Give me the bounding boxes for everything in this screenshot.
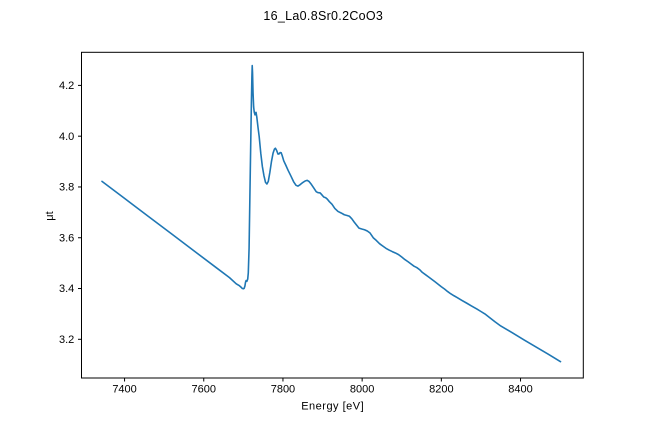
svg-text:3.6: 3.6 bbox=[59, 232, 74, 244]
svg-text:7800: 7800 bbox=[271, 383, 295, 395]
svg-text:Energy [eV]: Energy [eV] bbox=[301, 400, 364, 412]
svg-text:4.0: 4.0 bbox=[59, 131, 74, 143]
svg-text:3.8: 3.8 bbox=[59, 182, 74, 194]
svg-text:7400: 7400 bbox=[112, 383, 136, 395]
svg-text:8200: 8200 bbox=[429, 383, 453, 395]
svg-text:3.2: 3.2 bbox=[59, 334, 74, 346]
svg-text:3.4: 3.4 bbox=[59, 283, 74, 295]
svg-text:8400: 8400 bbox=[508, 383, 532, 395]
svg-text:7600: 7600 bbox=[192, 383, 216, 395]
svg-text:8000: 8000 bbox=[350, 383, 374, 395]
svg-text:4.2: 4.2 bbox=[59, 80, 74, 92]
svg-text:μt: μt bbox=[44, 211, 56, 220]
svg-text:16_La0.8Sr0.2CoO3: 16_La0.8Sr0.2CoO3 bbox=[263, 9, 383, 23]
